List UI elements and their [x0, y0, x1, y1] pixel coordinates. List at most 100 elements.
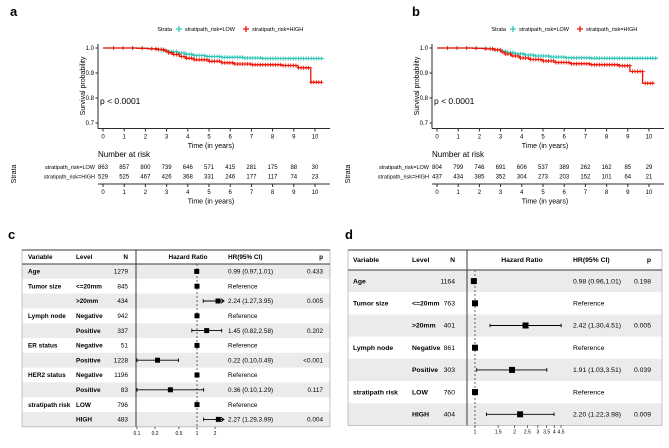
risk-count: 64: [624, 175, 631, 181]
header-hr-ci: HR(95% CI): [573, 257, 610, 264]
x-tick-label: 2: [144, 135, 148, 141]
hr-point-square: [215, 298, 221, 304]
cell-variable: stratipath risk: [28, 402, 71, 409]
risk-x-tick-label: 3: [165, 190, 169, 196]
risk-x-tick-label: 1: [123, 190, 127, 196]
header-level: Level: [76, 254, 93, 261]
risk-count: 74: [290, 175, 297, 181]
cell-hr-ci: 2.20 (1.22,3.98): [573, 412, 621, 419]
ci-marker: [476, 366, 548, 373]
risk-x-tick-label: 7: [250, 190, 254, 196]
x-tick-label: 1: [123, 135, 127, 141]
forest-row: >20mm 434 2.24 (1.27,3.95) 0.005: [76, 298, 323, 305]
risk-count: 23: [312, 175, 319, 181]
legend-item: stratipath_risk=HIGH: [243, 26, 303, 33]
cell-variable: Age: [353, 278, 366, 285]
risk-count: 262: [580, 165, 591, 171]
ci-marker: [194, 342, 200, 348]
cell-level: <=20mm: [412, 301, 440, 308]
ci-marker: [194, 402, 200, 408]
cell-p: 0.433: [307, 269, 323, 276]
forest-tick-label: 4: [553, 429, 556, 435]
cell-hr-ci: 1.91 (1.03,3.51): [573, 367, 621, 374]
ci-arrow: [220, 298, 225, 304]
hr-point-square: [472, 300, 478, 307]
x-tick-label: 4: [186, 135, 190, 141]
risk-count: 177: [246, 175, 257, 181]
risk-count: 863: [98, 165, 109, 171]
forest-header: Variable Level N Hazard Ratio HR(95% CI) p: [353, 257, 651, 264]
risk-table-row: stratipath_risk=HIGH 529 525 467 426 368 331 24…: [44, 175, 319, 181]
cell-level: HIGH: [412, 412, 429, 419]
ci-marker: [485, 411, 555, 418]
risk-x-tick-label: 2: [144, 190, 148, 196]
x-tick-label: 10: [312, 135, 319, 141]
forest-tick-label: 0.2: [152, 431, 159, 437]
x-tick-label: 6: [563, 135, 567, 141]
forest-row: ER status Negative 51 Reference: [28, 343, 258, 350]
km-legend: Strata stratipath_risk=LOW stratipath_risk…: [157, 26, 303, 33]
km-plot-a: Strata stratipath_risk=LOW stratipath_risk…: [11, 26, 330, 206]
risk-table-strata-title: Strata: [345, 165, 352, 184]
forest-row: stratipath risk LOW 760 Reference: [353, 389, 605, 396]
risk-count: 800: [140, 165, 151, 171]
risk-count: 746: [474, 165, 485, 171]
row-shading: [22, 293, 330, 309]
risk-count: 537: [538, 165, 549, 171]
risk-count: 368: [183, 175, 194, 181]
cell-variable: Lymph node: [28, 313, 66, 320]
risk-count: 162: [602, 165, 613, 171]
forest-row: Positive 1228 0.22 (0.10,0.49) <0.001: [76, 357, 323, 364]
cell-hr-ci: Reference: [228, 402, 258, 409]
hr-point-square: [194, 283, 200, 289]
forest-tick-label: 2: [513, 429, 516, 435]
risk-x-tick-label: 4: [520, 190, 524, 196]
risk-x-tick-label: 0: [101, 190, 105, 196]
km-legend: Strata stratipath_risk=LOW stratipath_risk…: [491, 26, 637, 33]
ci-marker: [489, 322, 562, 329]
risk-table-row: stratipath_risk=HIGH 437 434 385 352 304 273 20…: [378, 175, 653, 181]
cell-level: Negative: [76, 372, 103, 379]
cell-n: 1164: [440, 278, 455, 285]
ci-marker: [202, 298, 225, 304]
risk-count: 389: [559, 165, 570, 171]
risk-count: 434: [453, 175, 464, 181]
cell-n: 337: [117, 328, 128, 335]
cell-variable: ER status: [28, 343, 58, 350]
cell-n: 1279: [114, 269, 129, 276]
x-tick-label: 6: [229, 135, 233, 141]
forest-row: Positive 83 0.36 (0.10,1.29) 0.117: [76, 387, 323, 394]
cell-variable: Tumor size: [28, 283, 62, 290]
cell-p: 0.004: [307, 417, 323, 424]
p-value-annotation: p < 0.0001: [100, 96, 141, 106]
ci-marker: [136, 387, 205, 393]
header-n: N: [450, 257, 455, 264]
cell-n: 942: [117, 313, 128, 320]
risk-count: 88: [290, 165, 297, 171]
cell-n: 483: [117, 417, 128, 424]
hr-point-square: [204, 328, 210, 334]
risk-x-tick-label: 6: [229, 190, 233, 196]
risk-x-tick-label: 7: [584, 190, 588, 196]
x-tick-label: 8: [271, 135, 275, 141]
risk-count: 101: [602, 175, 613, 181]
cell-variable: HER2 status: [28, 372, 66, 379]
header-p: p: [647, 257, 651, 264]
x-tick-label: 7: [584, 135, 588, 141]
risk-count: 691: [496, 165, 507, 171]
forest-plot-c: Variable Level N Hazard Ratio HR(95% CI) p Age…: [21, 249, 331, 437]
legend-title: Strata: [491, 27, 507, 33]
hr-point-square: [522, 322, 529, 329]
hr-point-square: [194, 342, 200, 348]
cell-hr-ci: Reference: [573, 389, 605, 396]
forest-row: >20mm 401 2.42 (1.30,4.51) 0.005: [412, 322, 651, 330]
ci-arrow: [220, 416, 225, 422]
header-variable: Variable: [28, 254, 53, 261]
cell-level: >20mm: [76, 298, 99, 305]
forest-tick-label: 4.5: [558, 429, 565, 435]
forest-row: Tumor size <=20mm 763 Reference: [353, 300, 605, 308]
cell-n: 51: [121, 343, 129, 350]
cell-hr-ci: Reference: [573, 345, 605, 352]
cell-n: 796: [117, 402, 128, 409]
risk-x-axis-title: Time (in years): [522, 199, 568, 206]
